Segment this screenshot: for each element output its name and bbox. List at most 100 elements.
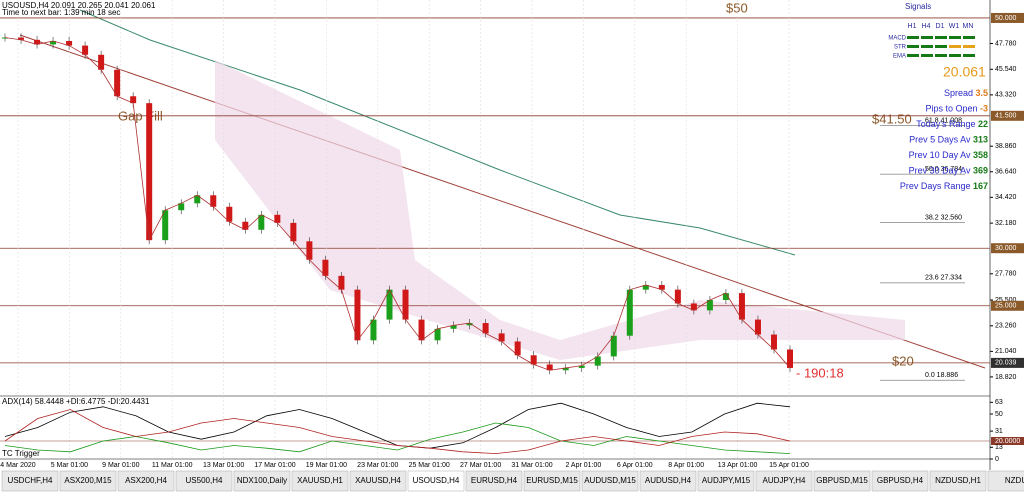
tab[interactable] xyxy=(291,470,349,492)
tab[interactable] xyxy=(813,470,871,492)
candle xyxy=(658,285,665,290)
candle xyxy=(610,335,617,357)
tab[interactable] xyxy=(407,470,465,492)
signal-cell xyxy=(921,45,933,48)
candle xyxy=(338,275,345,290)
tab-label[interactable]: NDX100,Daily xyxy=(237,476,287,485)
tab[interactable] xyxy=(117,470,175,492)
tab[interactable] xyxy=(929,470,987,492)
tab-label[interactable]: XAUUSD,H1 xyxy=(297,476,343,485)
tab-label[interactable]: USOUSD,H4 xyxy=(413,476,460,485)
y-tick-label: 34.420 xyxy=(995,194,1017,201)
signal-column: H4 xyxy=(922,23,931,30)
tab-label[interactable]: USDCHF,H4 xyxy=(8,476,53,485)
tab[interactable] xyxy=(349,470,407,492)
x-tick-label: 8 Apr 01:00 xyxy=(668,462,704,469)
tab[interactable] xyxy=(581,470,639,492)
y-tick-label: 41.500 xyxy=(995,113,1017,120)
y-tick-label: 25.500 xyxy=(995,297,1017,304)
candle xyxy=(690,303,697,311)
signal-cell xyxy=(907,36,919,39)
stat: Spread 3.5 xyxy=(944,88,988,98)
candle xyxy=(498,333,505,342)
y-tick-label: 0 xyxy=(995,456,999,463)
tab[interactable] xyxy=(871,470,929,492)
candle xyxy=(578,365,585,368)
tab-label[interactable]: AUDUSD,H4 xyxy=(645,476,692,485)
tab[interactable] xyxy=(233,470,291,492)
candle xyxy=(146,103,153,241)
x-tick-label: 19 Mar 01:00 xyxy=(306,462,347,469)
tab-label[interactable]: GBPUSD,H4 xyxy=(877,476,924,485)
stat-label: Prev 10 Day Av xyxy=(909,150,973,160)
candle xyxy=(482,323,489,334)
signals-title: Signals xyxy=(905,2,931,11)
y-tick-label: 31 xyxy=(995,428,1003,435)
candle xyxy=(18,37,25,40)
tab[interactable] xyxy=(175,470,233,492)
tab-label[interactable]: XAUUSD,H4 xyxy=(355,476,401,485)
x-tick-label: 13 Apr 01:00 xyxy=(718,462,758,469)
stat-label: Prev Days Range xyxy=(900,181,973,191)
tab-label[interactable]: AUDJPY,M15 xyxy=(702,476,751,485)
candle xyxy=(114,69,121,97)
candle xyxy=(242,221,249,230)
tab-label[interactable]: AUDJPY,H4 xyxy=(763,476,807,485)
tab-label[interactable]: EURUSD,H4 xyxy=(471,476,518,485)
candle xyxy=(770,334,777,350)
tab-label[interactable]: EURUSD,M15 xyxy=(526,476,578,485)
candle xyxy=(626,289,633,336)
tab-label[interactable]: US500,H4 xyxy=(186,476,223,485)
tab[interactable] xyxy=(639,470,697,492)
signal-column: H1 xyxy=(908,23,917,30)
candle xyxy=(50,40,57,45)
candle xyxy=(2,37,8,39)
tab-label[interactable]: AUDUSD,M15 xyxy=(584,476,636,485)
x-tick-label: 4 Mar 2020 xyxy=(0,462,36,469)
y-tick-label: 63 xyxy=(995,399,1003,406)
y-tick-label: 13 xyxy=(995,444,1003,451)
annotation: $50 xyxy=(726,0,748,15)
x-tick-label: 13 Mar 01:00 xyxy=(203,462,244,469)
signal-cell xyxy=(935,54,947,57)
fib-label: 38.2 32.560 xyxy=(925,215,962,222)
tab[interactable] xyxy=(1,470,59,492)
countdown: - 190:18 xyxy=(796,365,844,380)
candle xyxy=(162,210,169,241)
candle xyxy=(290,222,297,242)
tab-label[interactable]: NZDU xyxy=(1005,476,1024,485)
tab[interactable] xyxy=(697,470,755,492)
tab-label[interactable]: GBPUSD,M15 xyxy=(816,476,868,485)
tab-label[interactable]: ASX200,M15 xyxy=(64,476,112,485)
candle xyxy=(706,300,713,311)
tab[interactable] xyxy=(523,470,581,492)
signal-cell xyxy=(921,54,933,57)
y-tick-label: 25.000 xyxy=(995,303,1017,310)
candle xyxy=(402,289,409,320)
candle xyxy=(642,285,649,290)
x-tick-label: 31 Mar 01:00 xyxy=(511,462,552,469)
tab-label[interactable]: NZDUSD,H1 xyxy=(935,476,981,485)
candle xyxy=(722,293,729,301)
tab-label[interactable]: ASX200,H4 xyxy=(125,476,167,485)
tab[interactable] xyxy=(987,470,1024,492)
y-tick-label: 50 xyxy=(995,411,1003,418)
y-tick-label: 23.260 xyxy=(995,323,1017,330)
tab[interactable] xyxy=(755,470,813,492)
moving-average xyxy=(79,9,796,256)
stat-value: 3.5 xyxy=(975,88,988,98)
candle xyxy=(434,328,441,341)
signal-cell xyxy=(907,45,919,48)
price: 20.061 xyxy=(943,64,986,80)
candle xyxy=(514,341,521,356)
candle xyxy=(210,195,217,207)
signal-column: W1 xyxy=(949,23,960,30)
stat-label: Pips to Open xyxy=(925,104,980,114)
tab[interactable] xyxy=(465,470,523,492)
y-tick-label: 20.0000 xyxy=(995,438,1020,445)
bar-timer: Time to next bar: 1:39 min 18 sec xyxy=(2,8,120,17)
tab[interactable] xyxy=(59,470,117,492)
x-tick-label: 9 Mar 01:00 xyxy=(102,462,139,469)
signal-cell xyxy=(935,45,947,48)
